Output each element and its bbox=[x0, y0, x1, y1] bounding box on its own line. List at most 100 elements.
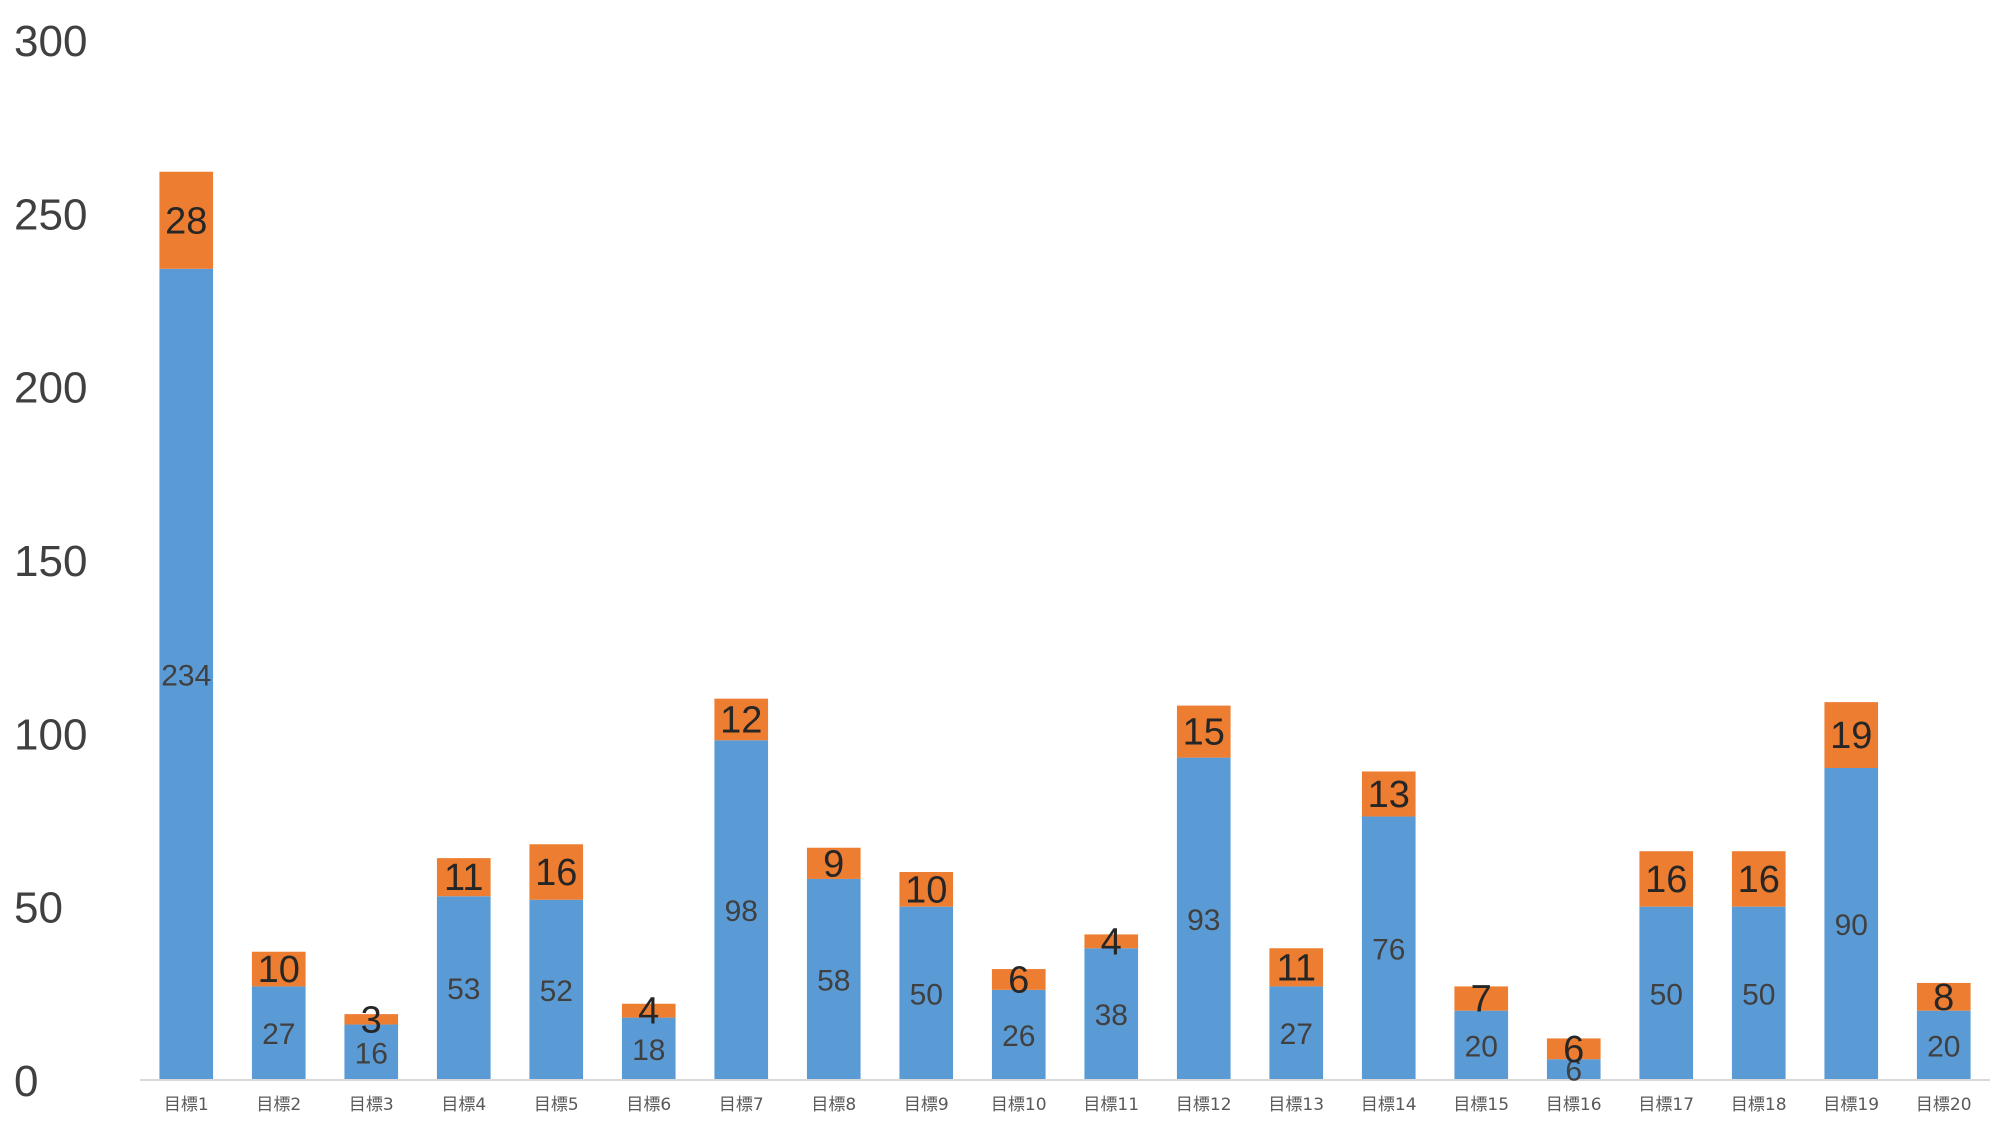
x-tick-label: 目標6 bbox=[626, 1095, 671, 1115]
data-label-series-2: 15 bbox=[1183, 712, 1225, 754]
bar-segment-series-1 bbox=[1176, 757, 1231, 1080]
data-label-series-2: 6 bbox=[1008, 959, 1029, 1001]
bar-segment-series-2 bbox=[251, 951, 306, 987]
data-label-series-1: 6 bbox=[1565, 1055, 1582, 1088]
bar-segment-series-1 bbox=[529, 899, 584, 1080]
data-label-series-1: 16 bbox=[355, 1037, 388, 1070]
bar-segment-series-1 bbox=[1269, 986, 1324, 1080]
bar-segment-series-2 bbox=[1176, 705, 1231, 758]
bar-segment-series-1 bbox=[1084, 948, 1139, 1080]
bar-segment-series-2 bbox=[1639, 851, 1694, 907]
x-tick-label: 目標1 bbox=[164, 1095, 209, 1115]
x-tick-label: 目標19 bbox=[1823, 1095, 1879, 1115]
data-label-series-1: 26 bbox=[1002, 1020, 1035, 1053]
data-label-series-2: 28 bbox=[165, 200, 207, 242]
data-label-series-2: 4 bbox=[1101, 921, 1122, 963]
x-tick-label: 目標3 bbox=[349, 1095, 394, 1115]
x-tick-label: 目標9 bbox=[904, 1095, 949, 1115]
bar-segment-series-2 bbox=[436, 858, 491, 897]
bar-segment-series-2 bbox=[621, 1003, 676, 1018]
data-label-series-2: 19 bbox=[1830, 715, 1872, 757]
y-tick-label: 100 bbox=[14, 710, 87, 759]
data-labels: 2342827101635311521618498125895010266384… bbox=[161, 200, 1960, 1087]
x-tick-label: 目標10 bbox=[991, 1095, 1047, 1115]
bar-segment-series-1 bbox=[1824, 768, 1879, 1080]
bar-segment-series-2 bbox=[159, 171, 214, 269]
bar-segment-series-1 bbox=[991, 989, 1046, 1080]
bar-segment-series-2 bbox=[714, 698, 769, 741]
x-tick-label: 目標7 bbox=[719, 1095, 764, 1115]
bar-segment-series-1 bbox=[1454, 1010, 1509, 1080]
data-label-series-2: 16 bbox=[1738, 859, 1780, 901]
data-label-series-2: 6 bbox=[1563, 1029, 1584, 1071]
bar-segment-series-1 bbox=[1546, 1059, 1601, 1080]
bar-segment-series-2 bbox=[1546, 1038, 1601, 1060]
x-tick-label: 目標13 bbox=[1268, 1095, 1324, 1115]
y-tick-label: 150 bbox=[14, 537, 87, 586]
data-label-series-2: 8 bbox=[1933, 977, 1954, 1019]
data-label-series-1: 27 bbox=[1280, 1018, 1313, 1051]
bar-segment-series-1 bbox=[1916, 1010, 1971, 1080]
bar-segment-series-2 bbox=[529, 844, 584, 900]
data-label-series-2: 10 bbox=[258, 949, 300, 991]
bar-segment-series-1 bbox=[899, 906, 954, 1080]
bar-segment-series-2 bbox=[1361, 771, 1416, 817]
data-label-series-2: 11 bbox=[444, 857, 483, 899]
y-tick-label: 0 bbox=[14, 1057, 38, 1106]
data-label-series-2: 11 bbox=[1277, 947, 1316, 989]
bar-segment-series-1 bbox=[806, 878, 861, 1080]
bar-segment-series-2 bbox=[344, 1014, 399, 1025]
x-tick-label: 目標16 bbox=[1546, 1095, 1602, 1115]
data-label-series-1: 27 bbox=[262, 1018, 295, 1051]
data-label-series-1: 18 bbox=[632, 1034, 665, 1067]
y-tick-label: 50 bbox=[14, 884, 63, 933]
data-label-series-2: 12 bbox=[720, 699, 762, 741]
bar-segment-series-2 bbox=[1731, 851, 1786, 907]
data-label-series-1: 98 bbox=[725, 895, 758, 928]
bar-segment-series-1 bbox=[621, 1017, 676, 1080]
data-label-series-1: 53 bbox=[447, 973, 480, 1006]
data-label-series-2: 3 bbox=[361, 999, 382, 1041]
data-label-series-1: 52 bbox=[540, 975, 573, 1008]
data-label-series-1: 234 bbox=[161, 659, 211, 692]
bar-segment-series-2 bbox=[1269, 948, 1324, 987]
data-label-series-1: 50 bbox=[1742, 978, 1775, 1011]
bar-segment-series-1 bbox=[714, 740, 769, 1080]
y-axis: 0 50 100 150 200 250 300 bbox=[14, 17, 87, 1106]
bar-segment-series-2 bbox=[899, 872, 954, 907]
x-tick-label: 目標17 bbox=[1638, 1095, 1694, 1115]
x-tick-label: 目標8 bbox=[811, 1095, 856, 1115]
y-tick-label: 200 bbox=[14, 364, 87, 413]
x-tick-label: 目標18 bbox=[1731, 1095, 1787, 1115]
y-tick-label: 300 bbox=[14, 17, 87, 66]
data-label-series-1: 58 bbox=[817, 964, 850, 997]
x-tick-label: 目標14 bbox=[1361, 1095, 1417, 1115]
bar-segment-series-1 bbox=[1639, 906, 1694, 1080]
x-tick-label: 目標11 bbox=[1083, 1095, 1139, 1115]
data-label-series-1: 93 bbox=[1187, 904, 1220, 937]
data-label-series-1: 50 bbox=[1650, 978, 1683, 1011]
bar-segment-series-2 bbox=[1454, 986, 1509, 1011]
bar-segment-series-1 bbox=[1731, 906, 1786, 1080]
bar-segment-series-1 bbox=[344, 1024, 399, 1080]
bar-segment-series-2 bbox=[991, 969, 1046, 990]
data-label-series-2: 16 bbox=[535, 852, 577, 894]
bar-segment-series-1 bbox=[436, 896, 491, 1080]
x-tick-label: 目標4 bbox=[441, 1095, 486, 1115]
x-tick-label: 目標2 bbox=[256, 1095, 301, 1115]
bar-segment-series-1 bbox=[251, 986, 306, 1080]
data-label-series-1: 76 bbox=[1372, 933, 1405, 966]
data-label-series-2: 10 bbox=[905, 869, 947, 911]
data-label-series-1: 20 bbox=[1465, 1030, 1498, 1063]
bar-segment-series-2 bbox=[1824, 702, 1879, 768]
y-tick-label: 250 bbox=[14, 190, 87, 239]
data-label-series-2: 9 bbox=[823, 843, 844, 885]
data-label-series-2: 7 bbox=[1471, 979, 1492, 1021]
bar-segment-series-2 bbox=[1084, 934, 1139, 949]
x-tick-label: 目標20 bbox=[1916, 1095, 1972, 1115]
x-tick-label: 目標5 bbox=[534, 1095, 579, 1115]
data-label-series-1: 20 bbox=[1927, 1030, 1960, 1063]
data-label-series-2: 13 bbox=[1368, 774, 1410, 816]
